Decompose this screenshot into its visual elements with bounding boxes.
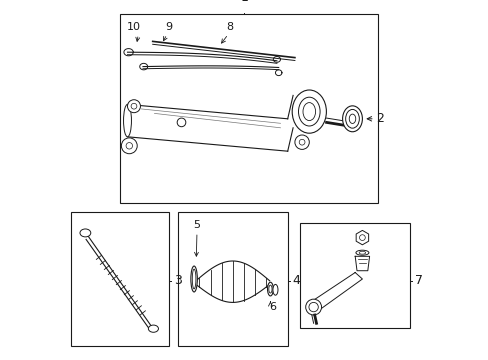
Bar [300, 223, 409, 328]
Text: 1: 1 [240, 0, 248, 4]
Bar [178, 212, 287, 346]
Circle shape [305, 299, 321, 315]
Ellipse shape [345, 109, 359, 128]
Ellipse shape [123, 104, 131, 137]
Circle shape [299, 139, 305, 145]
Ellipse shape [355, 250, 368, 255]
Ellipse shape [192, 269, 196, 289]
Polygon shape [307, 273, 362, 311]
Circle shape [308, 302, 318, 312]
Circle shape [126, 143, 132, 149]
Ellipse shape [190, 266, 197, 292]
Circle shape [127, 100, 140, 113]
Ellipse shape [267, 282, 273, 296]
Text: 2: 2 [375, 112, 383, 125]
Text: 4: 4 [292, 274, 300, 287]
Bar [120, 14, 377, 203]
Text: 7: 7 [414, 274, 422, 287]
Ellipse shape [148, 325, 158, 332]
Ellipse shape [272, 284, 277, 295]
Text: 9: 9 [165, 22, 172, 32]
Circle shape [294, 135, 309, 149]
Ellipse shape [348, 114, 355, 123]
Ellipse shape [268, 285, 271, 293]
Text: 5: 5 [193, 220, 200, 230]
Text: 8: 8 [226, 22, 233, 32]
Ellipse shape [80, 229, 91, 237]
Ellipse shape [342, 106, 362, 132]
Ellipse shape [292, 90, 325, 133]
Text: 10: 10 [126, 22, 141, 32]
Bar [71, 212, 168, 346]
Ellipse shape [358, 251, 365, 254]
Circle shape [177, 118, 185, 127]
Circle shape [131, 103, 137, 109]
Text: 6: 6 [269, 302, 276, 312]
Ellipse shape [298, 97, 320, 126]
Ellipse shape [303, 103, 315, 121]
Circle shape [359, 235, 365, 240]
Text: 3: 3 [173, 274, 181, 287]
Circle shape [121, 138, 137, 154]
